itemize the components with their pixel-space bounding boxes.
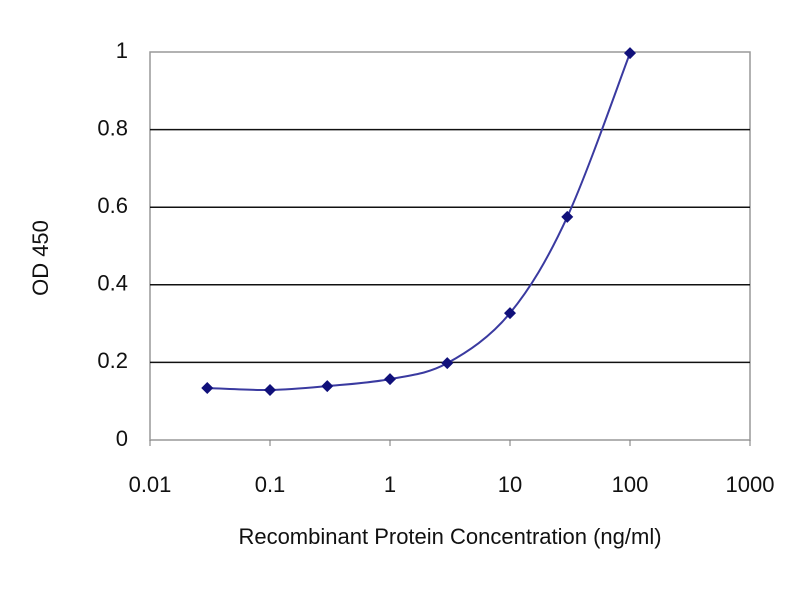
x-tick-label: 10: [498, 472, 522, 497]
plot-area: [149, 51, 751, 441]
y-tick-label: 0.4: [97, 271, 128, 296]
y-tick-label: 0.6: [97, 193, 128, 218]
data-point: [264, 383, 276, 396]
y-tick-label: 0: [116, 426, 128, 451]
x-tick-label: 100: [612, 472, 649, 497]
data-point: [561, 210, 574, 223]
y-tick-label: 0.2: [97, 348, 128, 373]
y-tick-label: 0.8: [97, 115, 128, 140]
x-tick-label: 0.01: [129, 472, 172, 497]
data-point: [201, 382, 214, 395]
x-axis-title: Recombinant Protein Concentration (ng/ml…: [238, 524, 661, 549]
data-point: [624, 47, 636, 60]
x-tick-label: 1000: [726, 472, 775, 497]
y-tick-label: 1: [116, 38, 128, 63]
data-point: [441, 357, 454, 370]
x-tick-label: 0.1: [255, 472, 286, 497]
data-point: [384, 373, 396, 386]
y-axis-title: OD 450: [28, 220, 53, 296]
data-point: [321, 380, 334, 393]
data-point: [504, 307, 516, 320]
x-tick-label: 1: [384, 472, 396, 497]
